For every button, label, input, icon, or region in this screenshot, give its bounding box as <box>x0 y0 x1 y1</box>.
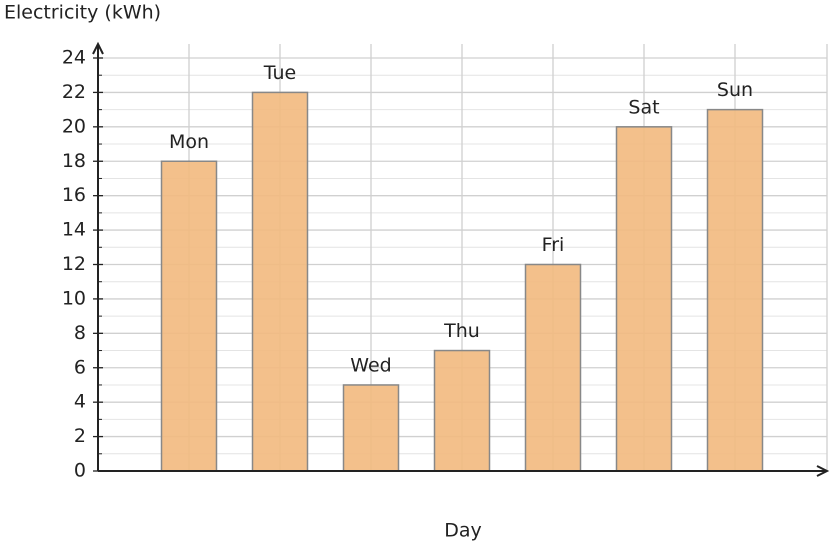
bar-label: Thu <box>443 320 480 342</box>
y-tick-label: 20 <box>62 115 86 137</box>
y-tick-label: 16 <box>62 184 86 206</box>
y-tick-label: 8 <box>74 322 86 344</box>
y-tick-label: 4 <box>74 391 86 413</box>
y-tick-label: 24 <box>62 47 86 69</box>
y-tick-label: 12 <box>62 253 86 275</box>
bar-label: Tue <box>263 62 296 84</box>
bar-label: Sun <box>717 79 753 101</box>
bar <box>615 126 673 472</box>
bar <box>433 349 491 472</box>
y-tick-label: 14 <box>62 219 86 241</box>
bar <box>342 384 400 472</box>
bar-label: Fri <box>542 234 565 256</box>
bar <box>706 108 764 472</box>
bar <box>251 91 309 472</box>
y-axis-arrow <box>92 41 104 55</box>
y-tick-label: 18 <box>62 150 86 172</box>
y-tick-label: 2 <box>74 425 86 447</box>
y-tick-label: 6 <box>74 356 86 378</box>
bar <box>160 160 218 472</box>
y-tick-label: 10 <box>62 287 86 309</box>
x-axis-label: Day <box>444 520 482 542</box>
y-axis-label: Electricity (kWh) <box>4 2 161 24</box>
y-tick-label: 0 <box>74 460 86 482</box>
bar-label: Wed <box>350 354 391 376</box>
x-axis-arrow <box>816 465 830 477</box>
bar-label: Mon <box>169 131 209 153</box>
y-tick-label: 22 <box>62 81 86 103</box>
bar-label: Sat <box>628 96 659 118</box>
bar <box>524 263 582 472</box>
